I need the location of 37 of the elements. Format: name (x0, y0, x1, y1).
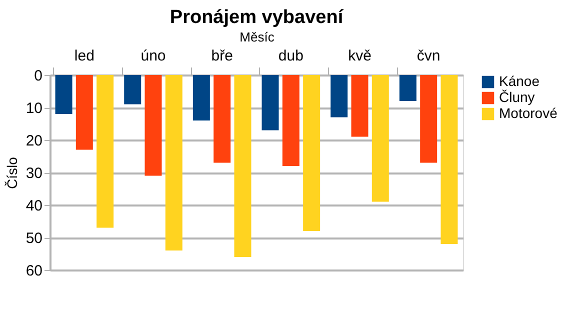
bar (440, 75, 458, 244)
x-tick-label: bře (211, 48, 233, 64)
bar (282, 75, 300, 166)
x-tick-label: úno (140, 48, 166, 64)
x-tick-label: čvn (416, 48, 440, 64)
x-tick-label: kvě (348, 48, 372, 64)
chart-title: Pronájem vybavení (170, 7, 344, 28)
y-tick-label: 10 (26, 100, 42, 117)
bar (55, 75, 72, 114)
bar (192, 75, 210, 120)
bar (303, 75, 320, 231)
y-tick-label: 0 (34, 68, 42, 84)
bar (399, 75, 416, 101)
bar (262, 75, 279, 130)
y-tick-label: 20 (26, 132, 42, 150)
bar (214, 75, 231, 163)
bar (96, 75, 114, 228)
bar (420, 75, 438, 163)
bar (76, 75, 93, 150)
bar (372, 75, 389, 202)
bar (165, 75, 182, 250)
bar (144, 75, 162, 176)
y-axis-title: Číslo (4, 156, 20, 189)
legend-label: Motorové (499, 105, 558, 121)
legend-label: Čluny (499, 89, 535, 105)
x-axis-title: Měsíc (240, 30, 275, 44)
y-tick-label: 30 (26, 165, 42, 182)
bar (351, 75, 368, 137)
y-tick-label: 40 (26, 198, 42, 214)
y-tick-label: 50 (26, 230, 42, 247)
legend-label: Kánoe (499, 73, 540, 89)
y-tick-label: 60 (26, 262, 42, 280)
bar (234, 75, 252, 257)
x-tick-label: led (74, 48, 94, 64)
bar (124, 75, 142, 104)
x-tick-label: dub (278, 48, 304, 64)
bar (330, 75, 348, 118)
